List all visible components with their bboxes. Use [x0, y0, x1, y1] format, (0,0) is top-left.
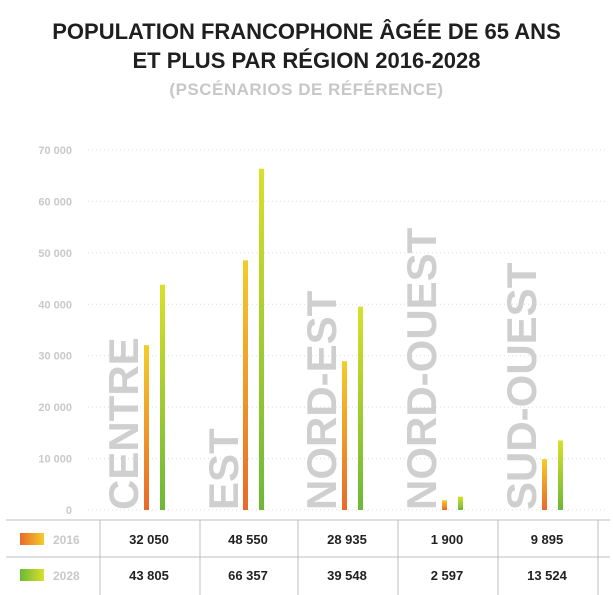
legend-label: 2028 [53, 569, 80, 583]
category-label: SUD-OUEST [498, 262, 545, 510]
table-cell-value: 39 548 [327, 568, 367, 583]
legend-swatch-2028 [20, 569, 44, 581]
legend-swatch-2016 [20, 533, 44, 545]
table-cell-value: 43 805 [129, 568, 169, 583]
bar-2028 [160, 284, 165, 510]
bar-2028 [259, 168, 264, 511]
table-cell-value: 9 895 [531, 532, 564, 547]
table-cell-value: 13 524 [527, 568, 568, 583]
chart-subtitle: (PSCÉNARIOS DE RÉFÉRENCE) [169, 80, 444, 99]
y-tick-label: 60 000 [38, 196, 72, 208]
table-cell-value: 48 550 [228, 532, 268, 547]
y-tick-label: 70 000 [38, 145, 72, 157]
category-labels: CENTRE EST NORD-EST NORD-OUEST SUD-OUEST [100, 227, 545, 510]
bars [144, 168, 563, 511]
category-label: NORD-EST [298, 290, 345, 510]
table-cell-value: 1 900 [431, 532, 464, 547]
table-cell-value: 32 050 [129, 532, 169, 547]
bar-2028 [458, 496, 463, 510]
bar-2016 [342, 361, 347, 510]
y-tick-label: 0 [66, 505, 72, 517]
chart-title-line1: POPULATION FRANCOPHONE ÂGÉE DE 65 ANS [52, 19, 561, 44]
category-label: NORD-OUEST [398, 227, 445, 510]
category-label: EST [200, 428, 247, 510]
category-label: CENTRE [100, 337, 147, 510]
y-tick-label: 20 000 [38, 402, 72, 414]
bar-2028 [558, 440, 563, 510]
table-cell-value: 2 597 [431, 568, 464, 583]
table-cell-value: 66 357 [228, 568, 268, 583]
table-cell-value: 28 935 [327, 532, 367, 547]
legend-label: 2016 [53, 533, 80, 547]
bar-2016 [144, 345, 149, 510]
y-tick-label: 10 000 [38, 454, 72, 466]
bar-2028 [358, 306, 363, 510]
data-table: 2016 32 050 48 550 28 935 1 900 9 895 2028 43 8… [6, 519, 610, 595]
bar-2016 [442, 500, 447, 510]
y-tick-label: 30 000 [38, 351, 72, 363]
gridlines [88, 149, 608, 511]
y-tick-label: 50 000 [38, 248, 72, 260]
bar-2016 [542, 459, 547, 510]
y-axis-labels: 0 10 000 20 000 30 000 40 000 50 000 60 000 70 … [38, 145, 72, 517]
chart-title-line2: ET PLUS PAR RÉGION 2016-2028 [132, 48, 481, 73]
y-tick-label: 40 000 [38, 299, 72, 311]
bar-2016 [243, 260, 248, 510]
